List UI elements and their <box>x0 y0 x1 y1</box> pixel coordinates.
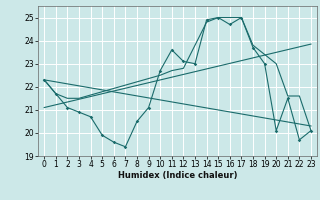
X-axis label: Humidex (Indice chaleur): Humidex (Indice chaleur) <box>118 171 237 180</box>
